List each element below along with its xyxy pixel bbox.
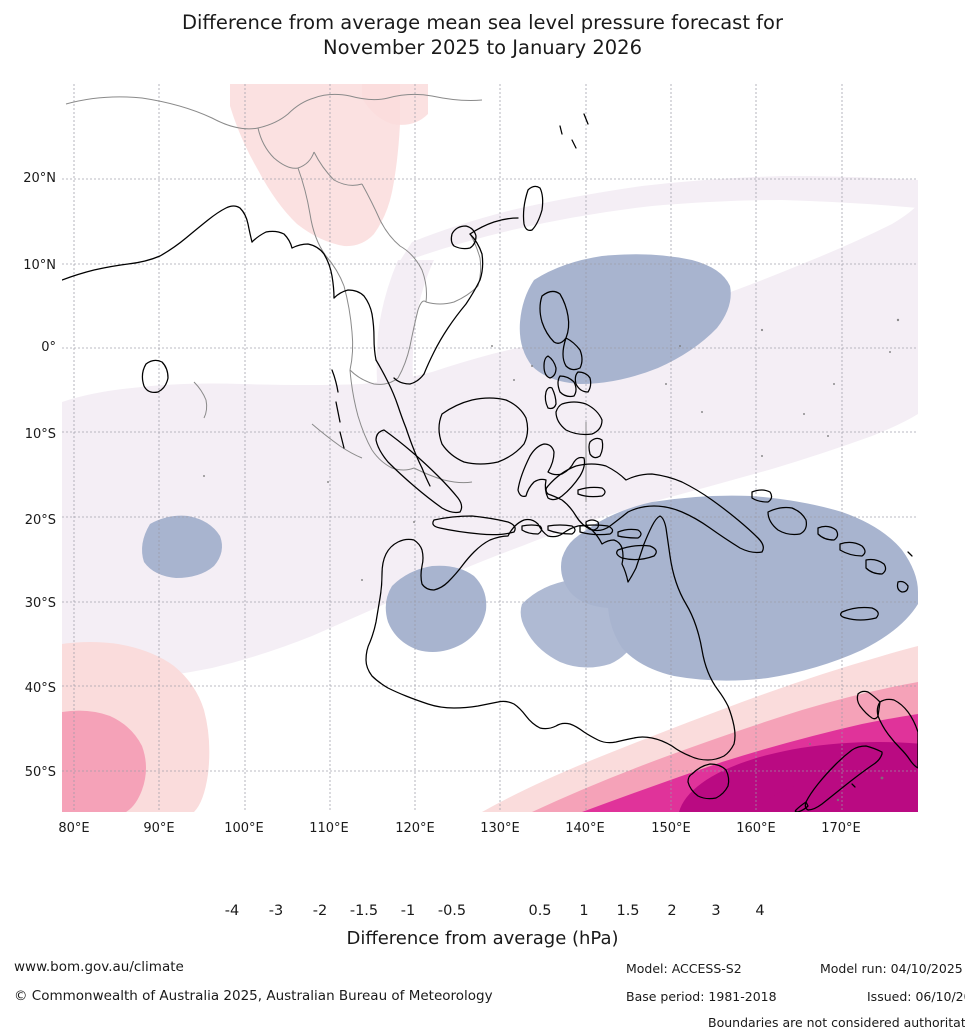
island-specks bbox=[203, 318, 900, 802]
footer-model-run: Model run: 04/10/2025 bbox=[820, 961, 963, 976]
x-axis-tick-5: 130°E bbox=[480, 821, 520, 836]
colorbar-tick-1: -3 bbox=[268, 903, 284, 919]
colorbar-tick-7: 1 bbox=[579, 903, 589, 919]
title-line-1: Difference from average mean sea level p… bbox=[182, 11, 783, 34]
y-axis-tick-4: 20°S bbox=[24, 513, 56, 528]
coastlines bbox=[62, 113, 918, 812]
colorbar-axis-label: Difference from average (hPa) bbox=[346, 928, 619, 949]
y-axis-tick-2: 0° bbox=[41, 340, 56, 355]
x-axis-tick-0: 80°E bbox=[58, 821, 90, 836]
x-axis-tick-4: 120°E bbox=[395, 821, 435, 836]
title-line-2: November 2025 to January 2026 bbox=[323, 36, 642, 59]
x-axis-tick-3: 110°E bbox=[309, 821, 349, 836]
y-axis-tick-5: 30°S bbox=[24, 596, 56, 611]
y-axis-tick-6: 40°S bbox=[24, 681, 56, 696]
colorbar-tick-4: -1 bbox=[400, 903, 416, 919]
pressure-anomaly-map bbox=[62, 84, 918, 812]
graticule bbox=[62, 84, 918, 812]
x-axis-tick-8: 160°E bbox=[736, 821, 776, 836]
colorbar-tick-11: 4 bbox=[755, 903, 765, 919]
page-title: Difference from average mean sea level p… bbox=[0, 10, 965, 60]
x-axis-tick-1: 90°E bbox=[143, 821, 175, 836]
colorbar-tick-3: -1.5 bbox=[349, 903, 379, 919]
country-borders bbox=[65, 93, 587, 502]
colorbar-tick-9: 2 bbox=[667, 903, 677, 919]
x-axis-tick-6: 140°E bbox=[565, 821, 605, 836]
x-axis-tick-2: 100°E bbox=[224, 821, 264, 836]
x-axis-tick-9: 170°E bbox=[821, 821, 861, 836]
x-axis-tick-7: 150°E bbox=[651, 821, 691, 836]
footer-boundaries-note: Boundaries are not considered authoritat… bbox=[708, 1015, 965, 1030]
colorbar-tick-5: -0.5 bbox=[437, 903, 467, 919]
colorbar-tick-0: -4 bbox=[224, 903, 240, 919]
y-axis-tick-7: 50°S bbox=[24, 765, 56, 780]
y-axis-tick-3: 10°S bbox=[24, 427, 56, 442]
colorbar-tick-2: -2 bbox=[312, 903, 328, 919]
colorbar-tick-10: 3 bbox=[711, 903, 721, 919]
colorbar-tick-labels: -4 -3 -2 -1.5 -1 -0.5 0.5 1 1.5 2 3 4 bbox=[0, 903, 965, 923]
footer-copyright: © Commonwealth of Australia 2025, Austra… bbox=[14, 988, 493, 1004]
y-axis-tick-0: 20°N bbox=[23, 171, 56, 186]
colorbar-tick-8: 1.5 bbox=[616, 903, 640, 919]
footer-base-period: Base period: 1981-2018 bbox=[626, 989, 777, 1004]
footer-model: Model: ACCESS-S2 bbox=[626, 961, 742, 976]
y-axis-tick-1: 10°N bbox=[23, 258, 56, 273]
footer-issued: Issued: 06/10/2025 bbox=[867, 989, 965, 1004]
footer-website[interactable]: www.bom.gov.au/climate bbox=[14, 959, 184, 975]
colorbar-tick-6: 0.5 bbox=[528, 903, 552, 919]
